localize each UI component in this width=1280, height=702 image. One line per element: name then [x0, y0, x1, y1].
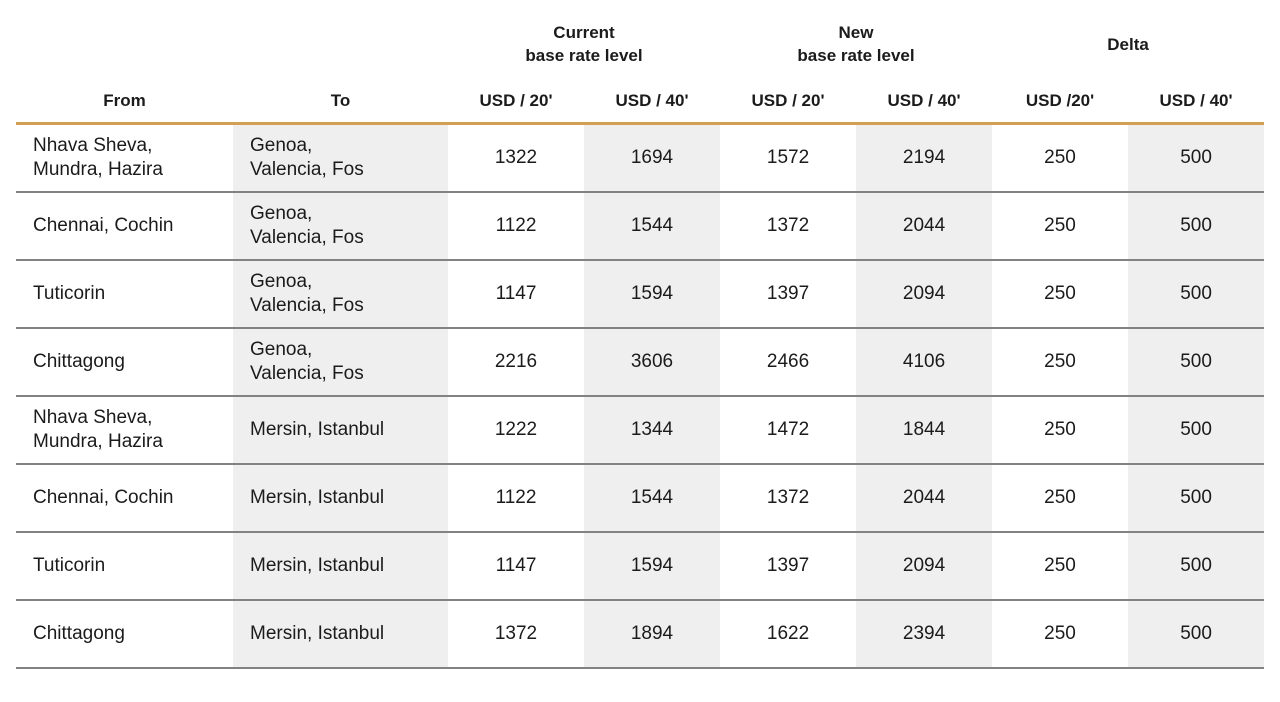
- to-cell: Genoa, Valencia, Fos: [233, 191, 448, 260]
- to-cell: Genoa, Valencia, Fos: [233, 327, 448, 396]
- to-cell: Genoa, Valencia, Fos: [233, 259, 448, 328]
- new-rate-20-cell: 1397: [720, 531, 857, 600]
- delta-40-cell: 500: [1128, 531, 1265, 600]
- delta-40-cell: 500: [1128, 327, 1265, 396]
- current-rate-20-cell: 1122: [448, 191, 584, 260]
- group-header-new-base-rate: New base rate level: [797, 23, 915, 65]
- new-rate-20-cell: 1372: [720, 191, 857, 260]
- current-rate-40-cell: 1544: [584, 463, 721, 532]
- new-rate-40-cell: 4106: [856, 327, 993, 396]
- table-row: Chennai, Cochin Mersin, Istanbul 1122 15…: [16, 463, 1265, 532]
- delta-20-cell: 250: [992, 531, 1129, 600]
- current-rate-20-cell: 1147: [448, 259, 584, 328]
- from-cell: Tuticorin: [16, 531, 233, 600]
- new-rate-40-cell: 2094: [856, 259, 993, 328]
- delta-20-cell: 250: [992, 259, 1129, 328]
- to-cell: Mersin, Istanbul: [233, 463, 448, 532]
- new-rate-20-cell: 1397: [720, 259, 857, 328]
- current-rate-40-cell: 1544: [584, 191, 721, 260]
- from-cell: Chittagong: [16, 599, 233, 668]
- current-rate-20-cell: 1122: [448, 463, 584, 532]
- new-rate-20-cell: 2466: [720, 327, 857, 396]
- current-rate-40-cell: 3606: [584, 327, 721, 396]
- group-header-delta: Delta: [1107, 34, 1149, 54]
- delta-20-cell: 250: [992, 191, 1129, 260]
- delta-20-cell: 250: [992, 599, 1129, 668]
- table-row: Tuticorin Genoa, Valencia, Fos 1147 1594…: [16, 259, 1265, 328]
- table-row: Nhava Sheva, Mundra, Hazira Mersin, Ista…: [16, 395, 1265, 464]
- current-rate-20-cell: 1147: [448, 531, 584, 600]
- delta-40-cell: 500: [1128, 259, 1265, 328]
- new-rate-40-cell: 1844: [856, 395, 993, 464]
- table-row: Chittagong Mersin, Istanbul 1372 1894 16…: [16, 599, 1265, 668]
- column-header-new-usd-20: USD / 20': [720, 80, 857, 125]
- column-header-from: From: [16, 80, 233, 125]
- current-rate-40-cell: 1594: [584, 531, 721, 600]
- page: Current base rate level New base rate le…: [0, 8, 1280, 702]
- current-rate-40-cell: 1694: [584, 123, 721, 192]
- rate-table: Current base rate level New base rate le…: [16, 8, 1265, 669]
- from-cell: Chennai, Cochin: [16, 463, 233, 532]
- from-cell: Chittagong: [16, 327, 233, 396]
- table-header: Current base rate level New base rate le…: [16, 8, 1265, 125]
- delta-40-cell: 500: [1128, 191, 1265, 260]
- from-cell: Chennai, Cochin: [16, 191, 233, 260]
- new-rate-20-cell: 1572: [766, 147, 810, 168]
- group-header-current-base-rate: Current base rate level: [525, 23, 643, 65]
- new-rate-40-cell: 2044: [856, 463, 993, 532]
- to-cell: Mersin, Istanbul: [233, 531, 448, 600]
- new-rate-40-cell: 2394: [856, 599, 993, 668]
- delta-20-cell: 250: [992, 395, 1129, 464]
- to-cell: Genoa, Valencia, Fos: [233, 123, 448, 192]
- table-row: Tuticorin Mersin, Istanbul 1147 1594 139…: [16, 531, 1265, 600]
- current-rate-40-cell: 1894: [584, 599, 721, 668]
- group-header-spacer: [16, 8, 448, 80]
- column-header-new-usd-40: USD / 40': [856, 80, 993, 125]
- column-header-current-usd-20: USD / 20': [448, 80, 584, 125]
- current-rate-20-cell: 1372: [448, 599, 584, 668]
- column-header-delta-usd-20: USD /20': [992, 80, 1129, 125]
- from-cell: Nhava Sheva, Mundra, Hazira: [16, 395, 233, 464]
- current-rate-20-cell: 1222: [448, 395, 584, 464]
- column-header-to: To: [233, 80, 448, 125]
- group-header-row: Current base rate level New base rate le…: [16, 8, 1264, 80]
- current-rate-20-cell: 2216: [448, 327, 584, 396]
- column-header-row: From To USD / 20' USD / 40' USD / 20' US…: [16, 80, 1265, 125]
- new-rate-20-cell: 1472: [720, 395, 857, 464]
- delta-40-cell: 500: [1128, 123, 1265, 192]
- delta-40-cell: 500: [1128, 463, 1265, 532]
- delta-40-cell: 500: [1128, 599, 1265, 668]
- current-rate-40-cell: 1594: [584, 259, 721, 328]
- new-rate-40-cell: 2044: [856, 191, 993, 260]
- new-rate-20-cell: 1622: [720, 599, 857, 668]
- delta-20-cell: 250: [992, 463, 1129, 532]
- table-row: Nhava Sheva, Mundra, Hazira Genoa, Valen…: [16, 123, 1265, 192]
- table-row: Chittagong Genoa, Valencia, Fos 2216 360…: [16, 327, 1265, 396]
- new-rate-40-cell: 2194: [856, 123, 993, 192]
- delta-20-cell: 250: [1044, 147, 1076, 168]
- new-rate-40-cell: 2094: [856, 531, 993, 600]
- delta-20-cell: 250: [992, 327, 1129, 396]
- table-row: Chennai, Cochin Genoa, Valencia, Fos 112…: [16, 191, 1265, 260]
- current-rate-20-cell: 1322: [494, 147, 538, 168]
- column-header-current-usd-40: USD / 40': [584, 80, 721, 125]
- to-cell: Mersin, Istanbul: [233, 599, 448, 668]
- from-cell: Nhava Sheva, Mundra, Hazira: [33, 135, 163, 180]
- delta-40-cell: 500: [1128, 395, 1265, 464]
- table-body: Nhava Sheva, Mundra, Hazira Genoa, Valen…: [16, 123, 1265, 668]
- from-cell: Tuticorin: [16, 259, 233, 328]
- to-cell: Mersin, Istanbul: [233, 395, 448, 464]
- new-rate-20-cell: 1372: [720, 463, 857, 532]
- column-header-delta-usd-40: USD / 40': [1128, 80, 1265, 125]
- current-rate-40-cell: 1344: [584, 395, 721, 464]
